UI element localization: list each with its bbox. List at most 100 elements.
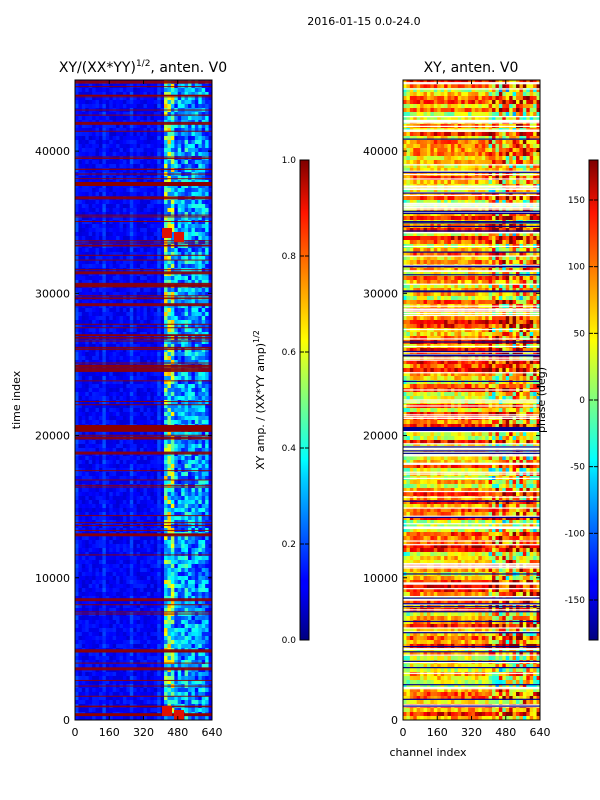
heatmap-cell [105, 536, 110, 541]
heatmap-cell [81, 444, 86, 449]
heatmap-cell [153, 576, 158, 581]
heatmap-cell [126, 388, 131, 393]
heatmap-cell [109, 160, 114, 165]
heatmap-cell [181, 448, 186, 453]
heatmap-cell [174, 496, 179, 501]
heatmap-cell [102, 404, 107, 409]
heatmap-cell [78, 132, 83, 137]
heatmap-cell [78, 552, 83, 557]
heatmap-cell [181, 536, 186, 541]
heatmap-cell [140, 212, 144, 217]
heatmap-cell [102, 356, 107, 361]
heatmap-cell [205, 148, 210, 153]
heatmap-cell [129, 264, 134, 269]
heatmap-cell [75, 400, 79, 405]
heatmap-cell [164, 220, 168, 225]
heatmap-cell [88, 132, 93, 137]
heatmap-cell [98, 224, 103, 229]
heatmap-cell [129, 460, 134, 465]
heatmap-cell [102, 476, 107, 481]
heatmap-cell [133, 324, 138, 329]
heatmap-cell [157, 516, 162, 521]
heatmap-cell [157, 536, 162, 541]
heatmap-cell [133, 536, 138, 541]
heatmap-cell [85, 504, 90, 509]
heatmap-cell [167, 280, 172, 285]
heatmap-cell [205, 316, 210, 321]
heatmap-cell [126, 224, 131, 229]
heatmap-cell [105, 440, 110, 445]
heatmap-cell [88, 276, 93, 281]
heatmap-cell [150, 352, 155, 357]
heatmap-cell [208, 384, 212, 389]
heatmap-cell [102, 420, 107, 425]
heatmap-cell [177, 220, 182, 225]
heatmap-cell [140, 344, 144, 349]
heatmap-cell [122, 236, 127, 241]
heatmap-cell [102, 252, 107, 257]
heatmap-cell [136, 100, 141, 105]
heatmap-cell [146, 164, 151, 169]
heatmap-cell [170, 304, 175, 309]
heatmap-cell [164, 152, 168, 157]
heatmap-cell [157, 188, 162, 193]
heatmap-cell [133, 576, 138, 581]
heatmap-cell [119, 392, 124, 397]
heatmap-cell [75, 432, 79, 437]
heatmap-cell [150, 500, 155, 505]
heatmap-cell [116, 372, 121, 377]
heatmap-cell [133, 292, 138, 297]
heatmap-cell [205, 448, 210, 453]
heatmap-cell [140, 576, 144, 581]
heatmap-cell [194, 164, 199, 169]
heatmap-cell [109, 496, 114, 501]
heatmap-cell [184, 412, 189, 417]
heatmap-cell [150, 92, 155, 97]
heatmap-cell [78, 524, 83, 529]
heatmap-cell [140, 356, 144, 361]
heatmap-cell [95, 560, 100, 565]
heatmap-cell [146, 228, 151, 233]
heatmap-cell [81, 432, 86, 437]
heatmap-cell [95, 292, 100, 297]
heatmap-cell [146, 488, 151, 493]
heatmap-cell [81, 380, 86, 385]
heatmap-cell [181, 376, 186, 381]
heatmap-cell [92, 352, 97, 357]
heatmap-cell [75, 228, 79, 233]
heatmap-cell [116, 380, 121, 385]
heatmap-cell [181, 456, 186, 461]
heatmap-cell [194, 208, 199, 213]
heatmap-cell [92, 340, 97, 345]
heatmap-cell [105, 312, 110, 317]
heatmap-cell [133, 356, 138, 361]
heatmap-cell [150, 572, 155, 577]
heatmap-cell [194, 460, 199, 465]
heatmap-cell [184, 512, 189, 517]
heatmap-cell [119, 288, 124, 293]
heatmap-cell [92, 376, 97, 381]
heatmap-cell [81, 512, 86, 517]
heatmap-cell [153, 480, 158, 485]
heatmap-cell [184, 352, 189, 357]
heatmap-cell [112, 280, 117, 285]
heatmap-cell [81, 460, 86, 465]
heatmap-cell [160, 496, 165, 501]
heatmap-cell [78, 104, 83, 109]
heatmap-cell [85, 348, 90, 353]
heatmap-cell [122, 144, 127, 149]
heatmap-cell [75, 444, 79, 449]
heatmap-cell [160, 544, 165, 549]
heatmap-cell [201, 112, 206, 117]
heatmap-cell [181, 340, 186, 345]
heatmap-cell [109, 336, 114, 341]
heatmap-cell [194, 372, 199, 377]
heatmap-cell [122, 192, 127, 197]
heatmap-cell [126, 232, 131, 237]
heatmap-cell [105, 360, 110, 365]
heatmap-cell [85, 304, 90, 309]
heatmap-cell [98, 404, 103, 409]
heatmap-cell [150, 512, 155, 517]
heatmap-cell [167, 500, 172, 505]
heatmap-cell [75, 124, 79, 129]
